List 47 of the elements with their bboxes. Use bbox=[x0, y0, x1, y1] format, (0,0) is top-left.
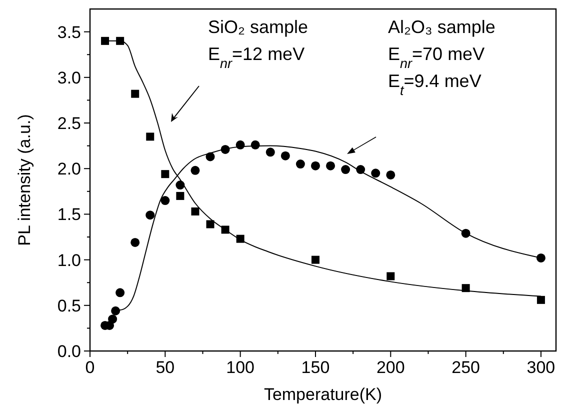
point bbox=[191, 207, 200, 216]
x-tick-label: 200 bbox=[376, 358, 405, 377]
point bbox=[190, 166, 200, 175]
point bbox=[386, 272, 395, 280]
point bbox=[176, 192, 184, 200]
point bbox=[146, 132, 154, 141]
point bbox=[161, 170, 170, 178]
point bbox=[108, 314, 118, 324]
point bbox=[160, 196, 170, 206]
point bbox=[386, 170, 396, 180]
point bbox=[371, 168, 380, 178]
point bbox=[146, 210, 155, 220]
x-tick-label: 150 bbox=[301, 358, 330, 377]
point bbox=[296, 160, 305, 169]
point bbox=[310, 161, 320, 170]
point bbox=[311, 256, 320, 264]
x-tick-label: 300 bbox=[526, 358, 556, 377]
y-tick-label: 2.5 bbox=[57, 114, 81, 133]
point bbox=[130, 238, 140, 247]
x-tick-label: 250 bbox=[452, 358, 480, 377]
point bbox=[280, 151, 290, 160]
point bbox=[536, 253, 546, 262]
y-tick-label: 1.5 bbox=[57, 205, 81, 224]
point bbox=[266, 148, 275, 157]
y-tick-label: 2.0 bbox=[57, 160, 81, 179]
point bbox=[206, 220, 214, 228]
point bbox=[131, 90, 140, 98]
x-tick-label: 100 bbox=[226, 358, 255, 377]
x-tick-label: 50 bbox=[156, 358, 175, 377]
y-tick-label: 1.0 bbox=[57, 250, 81, 270]
point bbox=[341, 165, 350, 174]
point bbox=[101, 36, 110, 45]
annotation: E$_{nr}$=70 meV bbox=[388, 44, 485, 70]
point bbox=[116, 288, 125, 298]
y-tick-label: 0.0 bbox=[57, 342, 81, 361]
x-axis-title: Temperature(K) bbox=[264, 385, 382, 404]
y-tick-label: 3.0 bbox=[57, 68, 81, 88]
annotation: E$_{t}$=9.4 meV bbox=[388, 71, 482, 98]
y-axis-title: PL intensity (a.u.) bbox=[15, 114, 34, 246]
y-tick-label: 0.5 bbox=[57, 296, 81, 316]
x-tick-label: 0 bbox=[85, 358, 95, 377]
annotation: Al₂O₃ sample bbox=[388, 17, 496, 37]
annotation: SiO₂ sample bbox=[208, 17, 308, 37]
annotation: E$_{nr}$=12 meV bbox=[208, 44, 305, 70]
point bbox=[536, 296, 545, 304]
point bbox=[326, 161, 336, 170]
y-tick-label: 3.5 bbox=[57, 22, 81, 42]
